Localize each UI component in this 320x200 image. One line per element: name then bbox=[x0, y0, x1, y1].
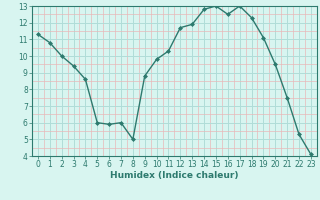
X-axis label: Humidex (Indice chaleur): Humidex (Indice chaleur) bbox=[110, 171, 239, 180]
